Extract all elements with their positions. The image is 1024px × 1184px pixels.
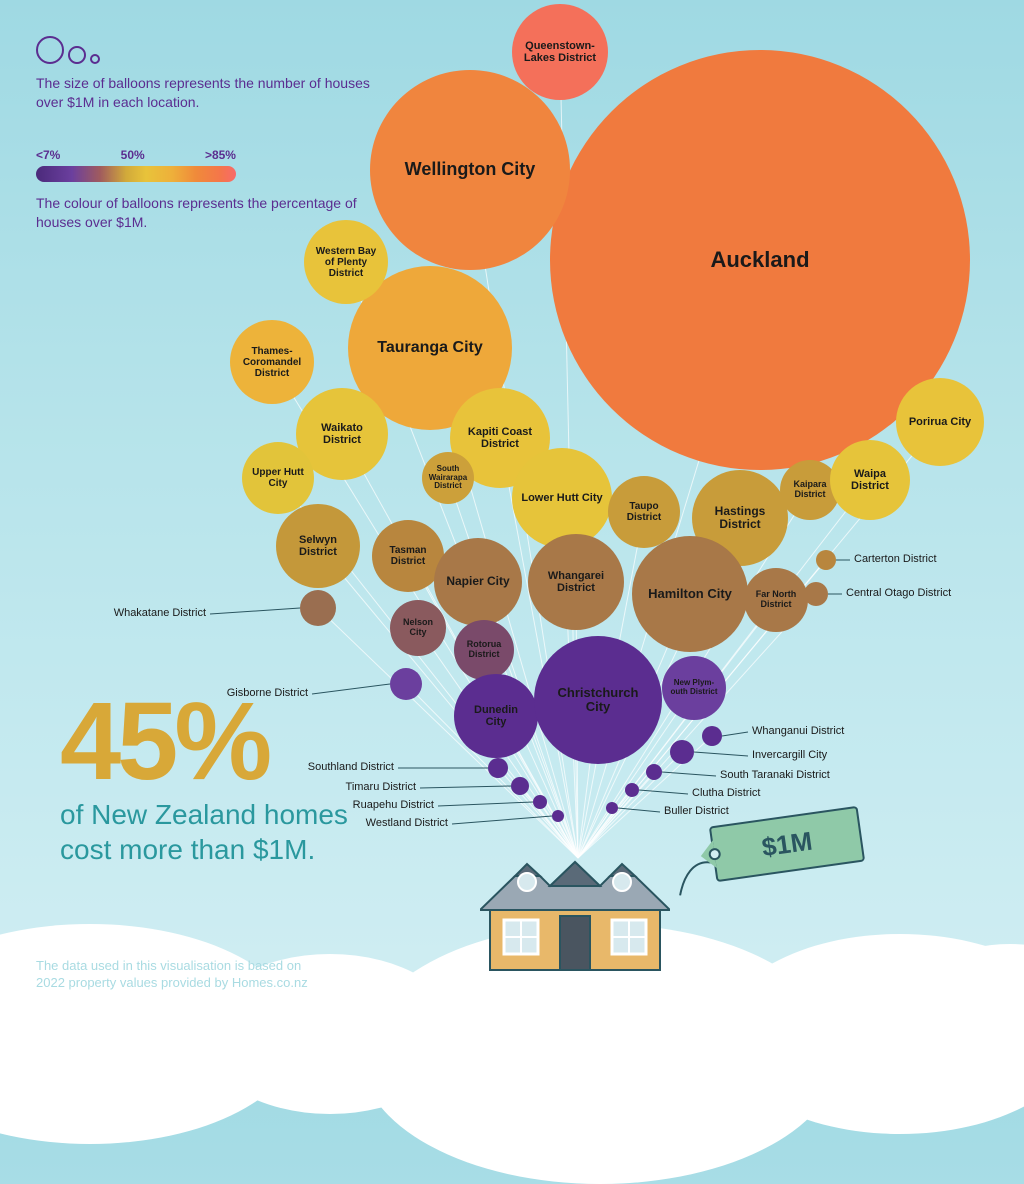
- leader-label: Timaru District: [346, 781, 416, 793]
- leader-label: Ruapehu District: [353, 799, 434, 811]
- headline-sub-line1: of New Zealand homes: [60, 799, 348, 830]
- leader-label: Invercargill City: [752, 749, 827, 761]
- logo: DOT loves data: [896, 962, 990, 996]
- leader-label: Westland District: [366, 817, 448, 829]
- leader-label: Whanganui District: [752, 725, 844, 737]
- price-tag-text: $1M: [760, 825, 814, 863]
- leader-label: Carterton District: [854, 553, 937, 565]
- headline: 45% of New Zealand homes cost more than …: [60, 692, 348, 867]
- footer-note: The data used in this visualisation is b…: [36, 957, 308, 992]
- footer-line2: 2022 property values provided by Homes.c…: [36, 975, 308, 990]
- footer-line1: The data used in this visualisation is b…: [36, 958, 301, 973]
- leader-label: South Taranaki District: [720, 769, 830, 781]
- leader-label: Buller District: [664, 805, 729, 817]
- leader-label: Clutha District: [692, 787, 760, 799]
- leader-label: Central Otago District: [846, 587, 951, 599]
- headline-pct: 45%: [60, 692, 348, 791]
- logo-sub: loves data: [965, 966, 990, 982]
- logo-main: DOT: [896, 962, 962, 996]
- leader-label: Whakatane District: [114, 607, 206, 619]
- house-illustration: [480, 856, 670, 976]
